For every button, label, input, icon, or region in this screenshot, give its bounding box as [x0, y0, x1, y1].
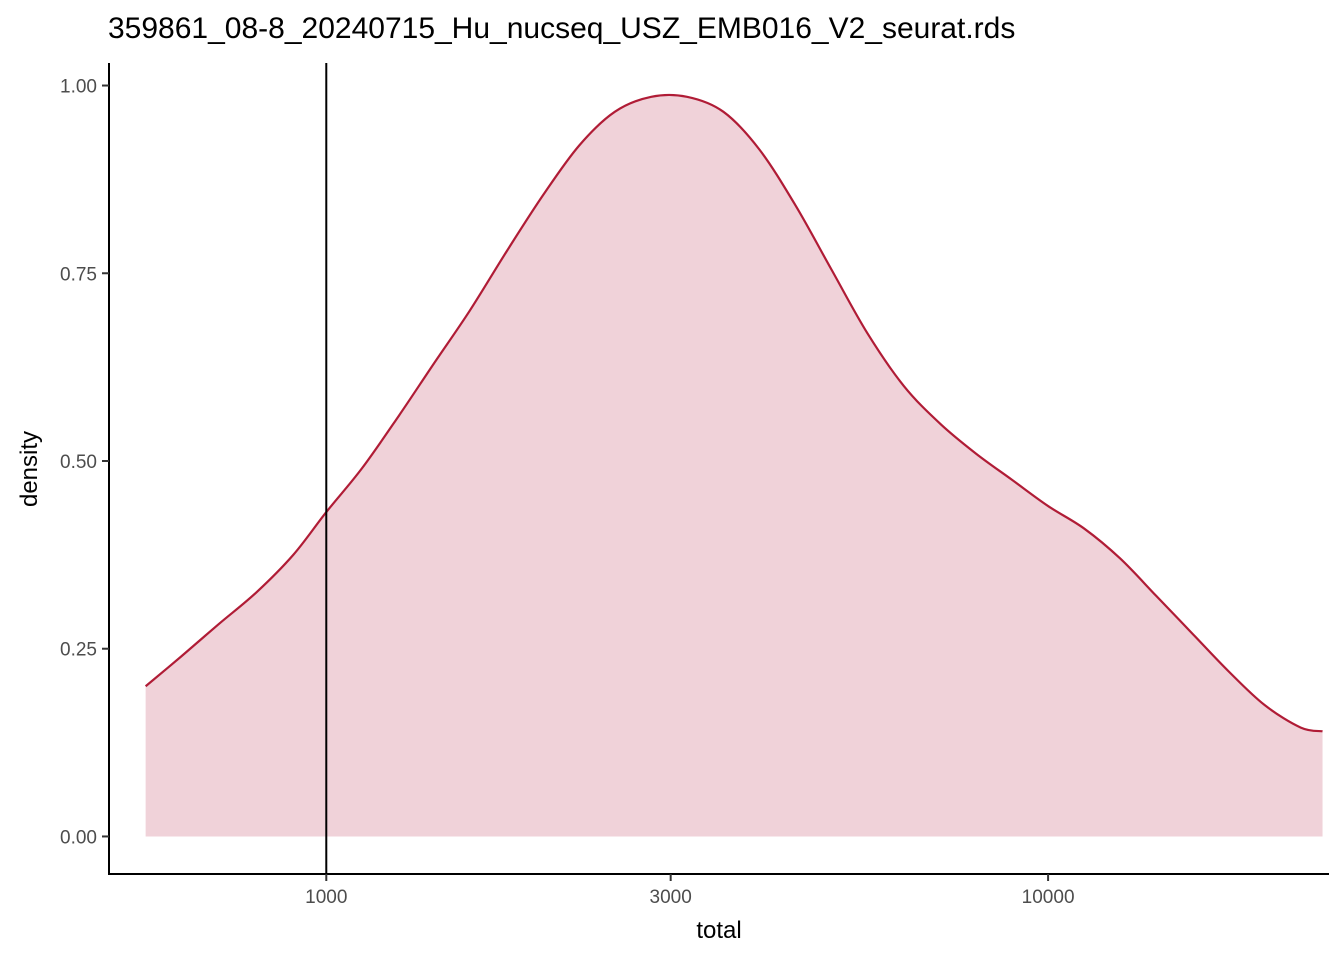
x-tick-label: 3000: [650, 887, 692, 908]
y-tick-label: 0.00: [60, 827, 97, 848]
y-tick-label: 0.25: [60, 640, 97, 661]
plot-area: [144, 63, 1323, 874]
x-axis-ticks: 1000 3000 10000: [305, 874, 1075, 908]
y-tick-label: 0.75: [60, 264, 97, 285]
y-tick-label: 1.00: [60, 77, 97, 98]
x-tick-label: 1000: [305, 887, 347, 908]
chart-title: 359861_08-8_20240715_Hu_nucseq_USZ_EMB01…: [108, 12, 1015, 45]
y-tick-label: 0.50: [60, 452, 97, 473]
density-area-fill: [145, 94, 1323, 837]
x-axis-title: total: [696, 917, 741, 944]
density-curve: [144, 93, 1323, 733]
y-axis-ticks: 0.00 0.25 0.50 0.75 1.00: [60, 77, 109, 848]
x-tick-label: 10000: [1022, 887, 1075, 908]
y-axis-title: density: [16, 431, 43, 507]
